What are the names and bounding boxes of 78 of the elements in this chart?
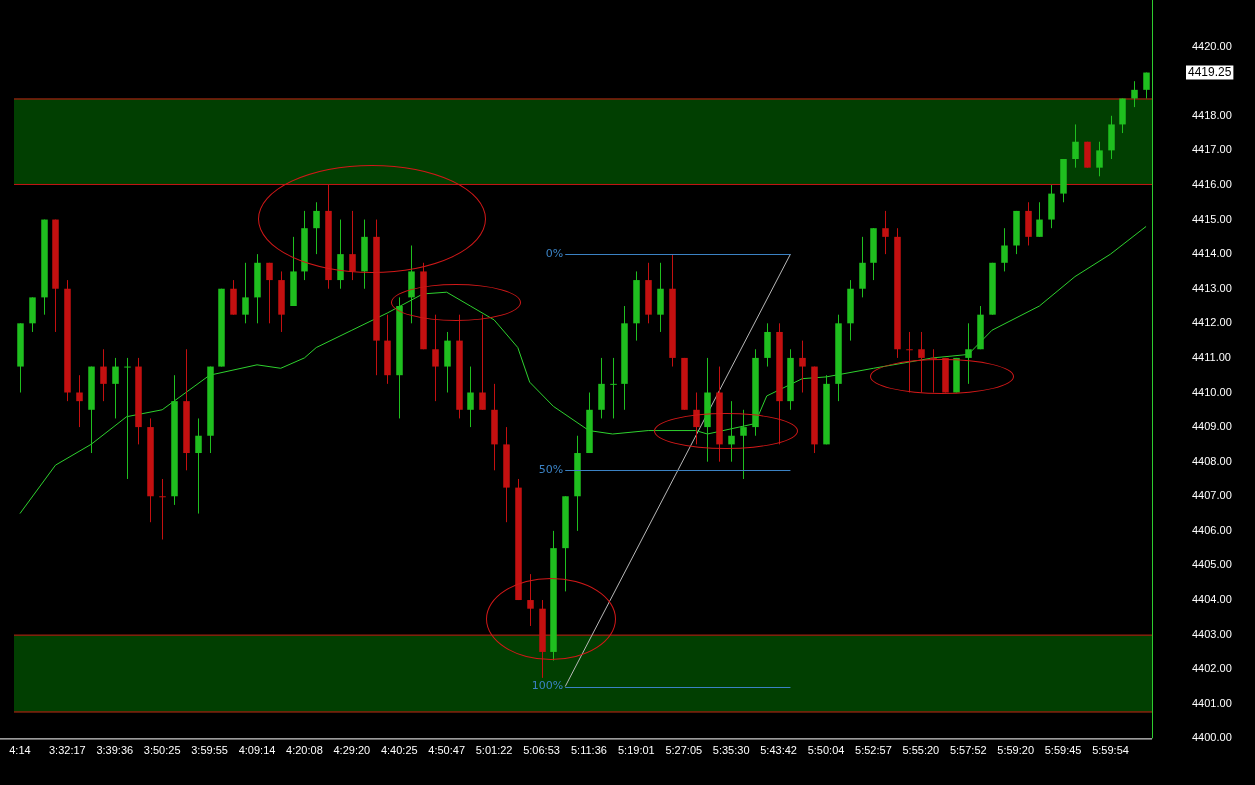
text: 4419.25: [1188, 64, 1232, 79]
x-tick-label: 5:01:22: [475, 744, 513, 757]
x-tick-label: 3:32:17: [48, 744, 86, 757]
candlestick: [467, 366, 474, 428]
y-tick-label: 4410.00: [1192, 385, 1232, 398]
y-tick-label: 4414.00: [1192, 247, 1232, 260]
candlestick: [918, 331, 925, 393]
candlestick: [693, 392, 700, 445]
x-tick-label: 5:59:45: [1044, 744, 1082, 757]
y-tick-label: 4404.00: [1192, 593, 1232, 606]
y-tick-label: 4407.00: [1192, 489, 1232, 502]
x-tick-label: 4:50:47: [428, 744, 466, 757]
x-tick-label: 3:50:25: [143, 744, 181, 757]
y-tick-label: 4406.00: [1192, 523, 1232, 536]
annotation: 50%: [538, 463, 564, 477]
candlestick: [1096, 141, 1103, 177]
x-tick-label: 5:59:54: [1092, 744, 1129, 757]
x-tick-label: 4:09:14: [238, 744, 276, 757]
x-tick-label: 5:06:53: [523, 744, 560, 757]
y-tick-label: 4400.00: [1192, 731, 1232, 744]
x-tick-label: 5:35:30: [712, 744, 750, 757]
candlestick: [242, 262, 249, 324]
y-tick-label: 4409.00: [1192, 420, 1232, 433]
x-tick-label: 4:20:08: [286, 744, 323, 757]
candlestick: [479, 314, 486, 411]
y-tick-label: 4402.00: [1192, 662, 1232, 675]
candlestick: [100, 348, 107, 402]
candlestick: [76, 374, 83, 428]
candlestick: [1072, 123, 1079, 169]
y-tick-label: 4405.00: [1192, 558, 1232, 571]
candlestick: [432, 314, 439, 402]
candlestick: [124, 357, 131, 480]
annotation: 0%: [545, 247, 564, 260]
candlestick: [930, 348, 937, 393]
x-tick-label: 5:57:52: [949, 744, 987, 757]
candlestick: [266, 262, 273, 324]
x-tick-label: 5:50:04: [807, 744, 845, 757]
x-tick-label: 5:11:36: [570, 744, 607, 757]
x-tick-label: 5:43:42: [760, 744, 797, 757]
x-tick-label: 5:59:20: [997, 744, 1035, 757]
x-tick-label: 5:19:01: [617, 744, 655, 757]
x-tick-label: 3:39:36: [96, 744, 134, 757]
x-tick-label: 4:40:25: [380, 744, 418, 757]
y-tick-label: 4415.00: [1192, 212, 1232, 225]
x-tick-label: 5:27:05: [665, 744, 703, 757]
candlestick: [906, 331, 913, 393]
candlestick: [1036, 201, 1043, 238]
candlestick: [1143, 72, 1150, 99]
y-tick-label: 4417.00: [1192, 143, 1232, 156]
candlestick: [159, 478, 166, 541]
y-tick-label: 4403.00: [1192, 627, 1232, 640]
candlestick: [112, 357, 119, 419]
candlestick: [527, 573, 534, 627]
x-tick-label: 4:14: [9, 744, 31, 757]
candlestick: [1001, 227, 1008, 272]
y-tick-label: 4416.00: [1192, 177, 1232, 190]
y-tick-label: 4418.00: [1192, 108, 1232, 121]
candlestick: [610, 357, 617, 419]
x-tick-label: 4:29:20: [333, 744, 371, 757]
candlestick: [195, 417, 202, 515]
x-tick-label: 3:59:55: [191, 744, 228, 757]
candlestick: [349, 210, 356, 281]
candlestick: [313, 201, 320, 255]
candlestick: [965, 322, 972, 385]
y-tick-label: 4411.00: [1192, 350, 1231, 363]
candlestick: [882, 210, 889, 255]
candlestick: [1131, 80, 1138, 108]
candlestick: [799, 340, 806, 393]
y-tick-label: 4401.00: [1192, 696, 1232, 709]
annotation: 100%: [531, 679, 564, 693]
y-tick-label: 4412.00: [1192, 316, 1232, 329]
y-tick-label: 4420.00: [1192, 39, 1232, 52]
candlestick: [728, 400, 735, 463]
y-tick-label: 4408.00: [1192, 454, 1232, 467]
y-tick-label: 4413.00: [1192, 281, 1232, 294]
x-tick-label: 5:52:57: [855, 744, 892, 757]
x-tick-label: 5:55:20: [902, 744, 940, 757]
candlestick: [740, 409, 747, 480]
